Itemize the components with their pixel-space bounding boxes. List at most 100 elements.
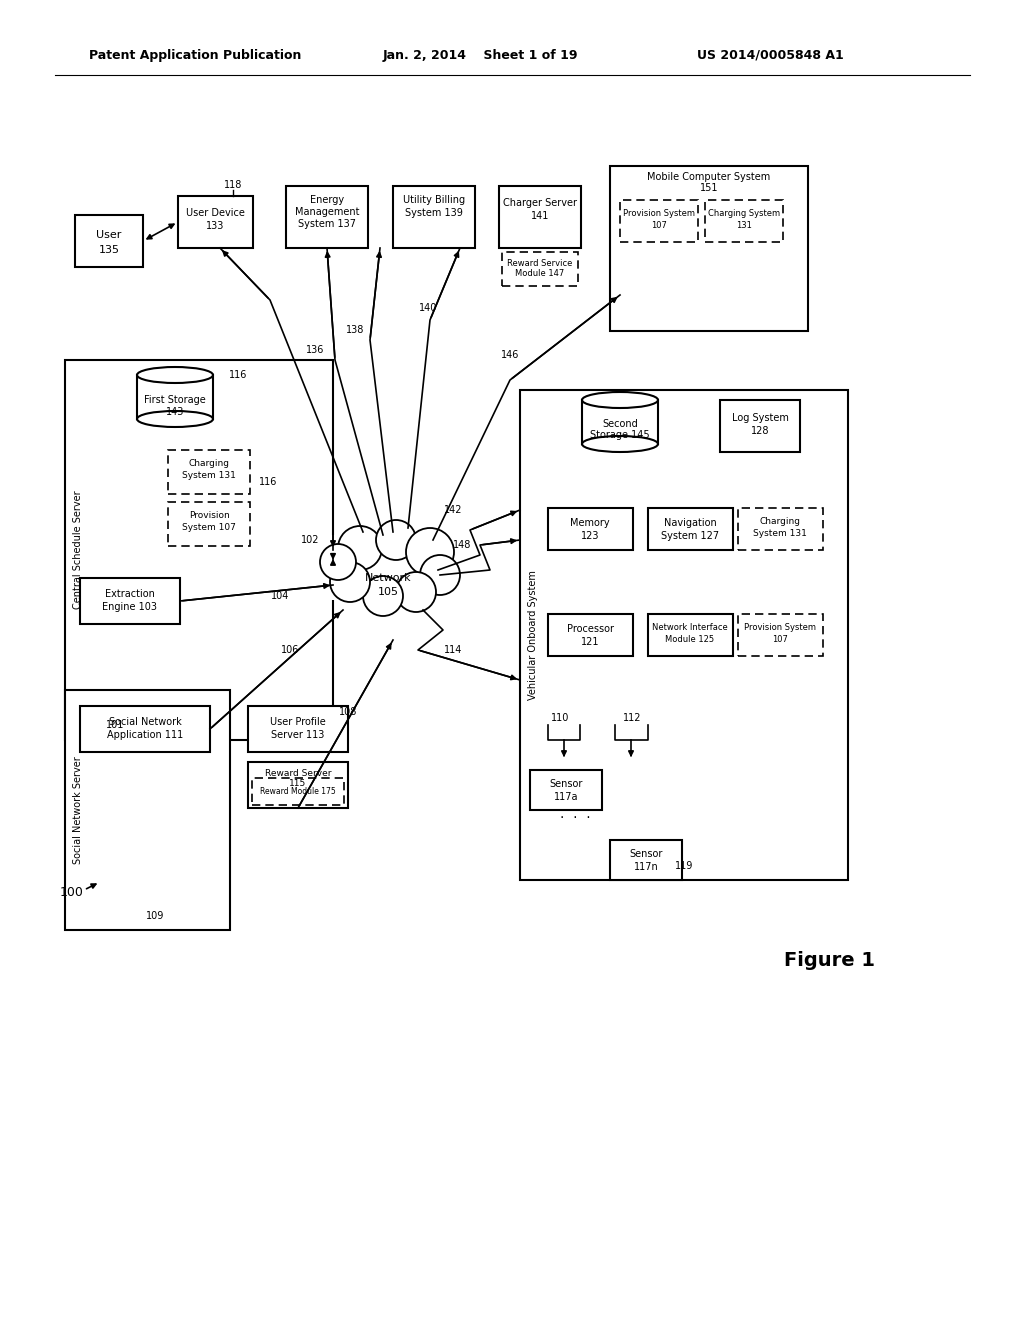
Text: 107: 107 [772,635,787,644]
Text: Social Network Server: Social Network Server [73,756,83,863]
Bar [548,614,633,656]
Bar [65,690,230,931]
Text: 109: 109 [145,911,164,921]
Circle shape [330,562,370,602]
Text: System 127: System 127 [660,531,719,541]
Text: 117a: 117a [554,792,579,803]
Bar [705,201,783,242]
Text: 107: 107 [651,220,667,230]
Text: User Device: User Device [185,209,245,218]
Text: Reward Service: Reward Service [507,259,572,268]
Circle shape [338,525,382,570]
Text: 151: 151 [699,183,718,193]
Text: Application 111: Application 111 [106,730,183,741]
Text: Utility Billing: Utility Billing [402,195,465,205]
Text: 138: 138 [346,325,365,335]
Text: Social Network: Social Network [109,717,181,727]
Bar [520,389,848,880]
Text: Charging System: Charging System [708,209,780,218]
Polygon shape [323,535,453,601]
Text: US 2014/0005848 A1: US 2014/0005848 A1 [696,49,844,62]
Circle shape [420,554,460,595]
Bar [530,770,602,810]
Text: Second: Second [602,418,638,429]
Text: Charger Server: Charger Server [503,198,577,209]
Text: First Storage: First Storage [144,395,206,405]
Text: Central Schedule Server: Central Schedule Server [73,491,83,610]
Bar [648,508,733,550]
Text: Charging: Charging [188,459,229,469]
Ellipse shape [582,392,658,408]
Bar [75,215,143,267]
Bar [248,762,348,808]
Text: 108: 108 [339,708,357,717]
Text: 123: 123 [581,531,599,541]
Bar [582,400,658,444]
Text: 133: 133 [206,220,224,231]
Ellipse shape [137,411,213,426]
Text: Processor: Processor [566,624,613,634]
Circle shape [362,576,403,616]
Text: Storage 145: Storage 145 [590,430,650,440]
Text: Network: Network [365,573,412,583]
Bar [720,400,800,451]
Circle shape [376,520,416,560]
Text: 116: 116 [228,370,247,380]
Text: Network Interface: Network Interface [652,623,728,631]
Circle shape [319,544,356,579]
Text: Sensor: Sensor [549,779,583,789]
Bar [738,614,823,656]
Bar [502,252,578,286]
Text: System 139: System 139 [406,209,463,218]
Text: Module 125: Module 125 [666,635,715,644]
Text: 105: 105 [378,587,398,597]
Text: 115: 115 [290,780,306,788]
Bar [610,840,682,880]
Text: 102: 102 [301,535,319,545]
Bar [738,508,823,550]
Text: 146: 146 [501,350,519,360]
Text: System 107: System 107 [182,524,236,532]
Text: ·  ·  ·: · · · [560,810,590,825]
Text: Log System: Log System [731,413,788,422]
Ellipse shape [582,436,658,451]
Bar [80,706,210,752]
Text: 141: 141 [530,211,549,220]
Text: Provision System: Provision System [744,623,816,632]
Text: Reward Server: Reward Server [265,770,331,779]
Text: 116: 116 [259,477,278,487]
Text: User: User [96,230,122,240]
Text: 112: 112 [623,713,641,723]
Text: System 131: System 131 [182,471,236,480]
Text: Module 147: Module 147 [515,269,564,279]
Text: 148: 148 [453,540,471,550]
Bar [620,201,698,242]
Bar [248,706,348,752]
Text: Patent Application Publication: Patent Application Publication [89,49,301,62]
Text: Jan. 2, 2014    Sheet 1 of 19: Jan. 2, 2014 Sheet 1 of 19 [382,49,578,62]
Bar [178,195,253,248]
Text: Reward Module 175: Reward Module 175 [260,787,336,796]
Text: 140: 140 [419,304,437,313]
Text: 100: 100 [60,887,84,899]
Bar [168,502,250,546]
Text: 110: 110 [551,713,569,723]
Text: Extraction: Extraction [105,589,155,599]
Text: Mobile Computer System: Mobile Computer System [647,172,771,182]
Bar [393,186,475,248]
Text: Management: Management [295,207,359,216]
Text: 106: 106 [281,645,299,655]
Text: User Profile: User Profile [270,717,326,727]
Text: Server 113: Server 113 [271,730,325,741]
Text: 119: 119 [675,861,693,871]
Text: Memory: Memory [570,517,610,528]
Bar [286,186,368,248]
Text: Navigation: Navigation [664,517,717,528]
Text: 128: 128 [751,426,769,436]
Text: 131: 131 [736,220,752,230]
Bar [499,186,581,248]
Circle shape [406,528,454,576]
Bar [80,578,180,624]
Text: 136: 136 [306,345,325,355]
Text: 101: 101 [105,719,124,730]
